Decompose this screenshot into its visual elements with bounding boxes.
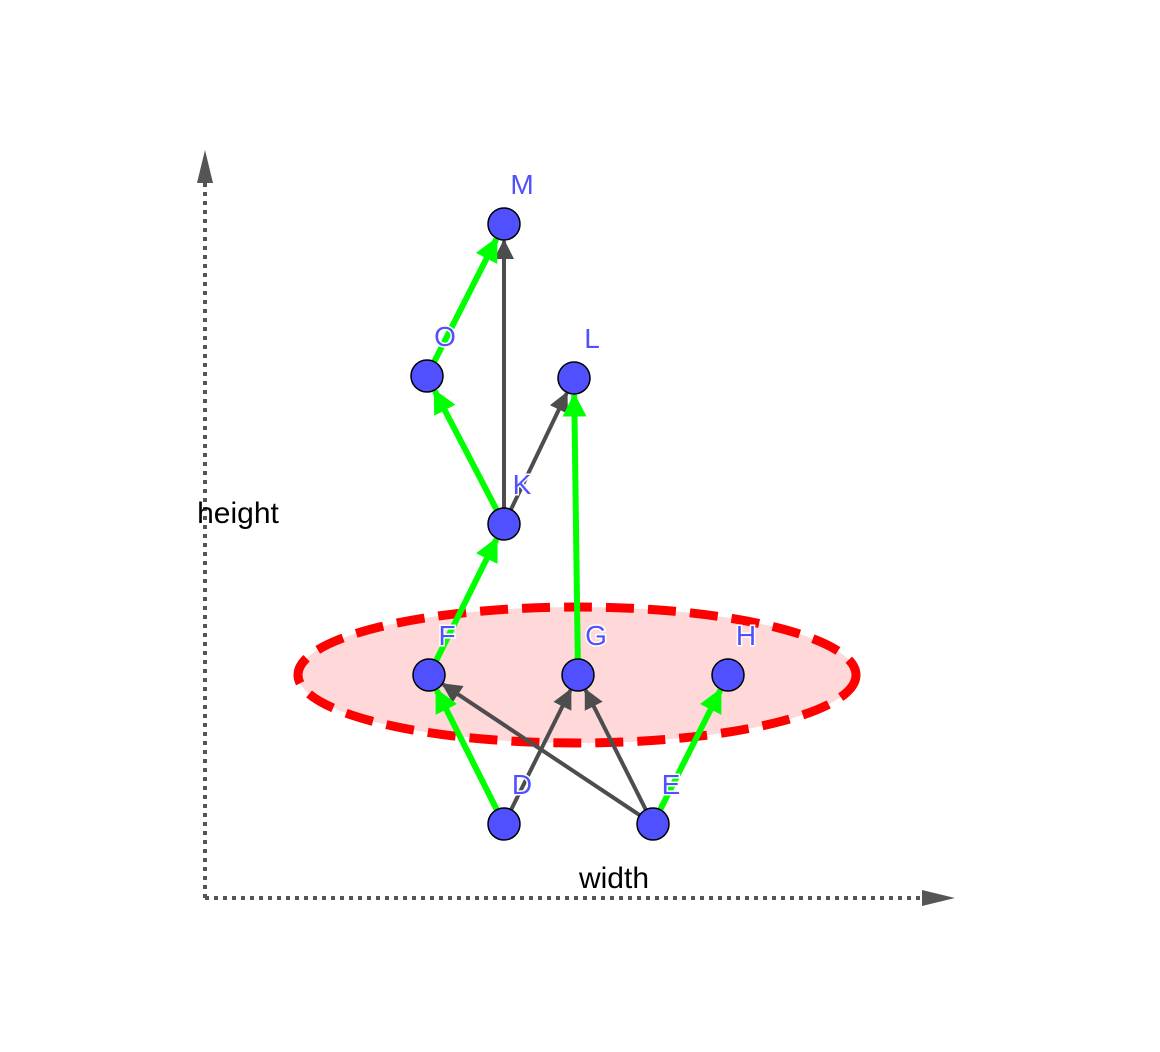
edge-f-to-k [426, 537, 500, 677]
node-label-d: D [512, 769, 532, 800]
edge-d-to-g [502, 688, 573, 825]
edge-e-to-f [441, 682, 655, 826]
nodes [410, 207, 745, 841]
y-axis-label: height [197, 497, 279, 530]
node-label-h: H [736, 620, 756, 651]
node-m[interactable] [487, 207, 521, 241]
axes: width height [197, 150, 955, 906]
edge-e-to-h [650, 688, 724, 826]
node-l[interactable] [557, 361, 591, 395]
y-axis-arrowhead [197, 150, 213, 183]
edge-e-to-g [583, 688, 655, 825]
x-axis-arrowhead [922, 890, 955, 906]
edges [424, 237, 724, 826]
edge-g-to-l [562, 392, 587, 676]
node-d[interactable] [487, 807, 521, 841]
edge-k-to-o [432, 388, 507, 526]
node-label-f: F [438, 620, 455, 651]
node-label-l: L [584, 323, 600, 354]
node-label-m: M [510, 169, 533, 200]
node-e[interactable] [636, 807, 670, 841]
node-label-k: K [513, 469, 532, 500]
x-axis-label: width [578, 862, 649, 895]
edge-o-to-m [424, 237, 499, 378]
edge-d-to-f [433, 688, 507, 826]
node-label-g: G [585, 620, 607, 651]
node-k[interactable] [487, 507, 521, 541]
node-g[interactable] [561, 658, 595, 692]
node-f[interactable] [412, 658, 446, 692]
edge-k-to-l [502, 391, 569, 525]
node-label-e: E [662, 769, 681, 800]
node-o[interactable] [410, 359, 444, 393]
node-h[interactable] [711, 658, 745, 692]
node-labels: D E F G H K L O M [433, 168, 758, 802]
node-label-o: O [434, 321, 456, 352]
